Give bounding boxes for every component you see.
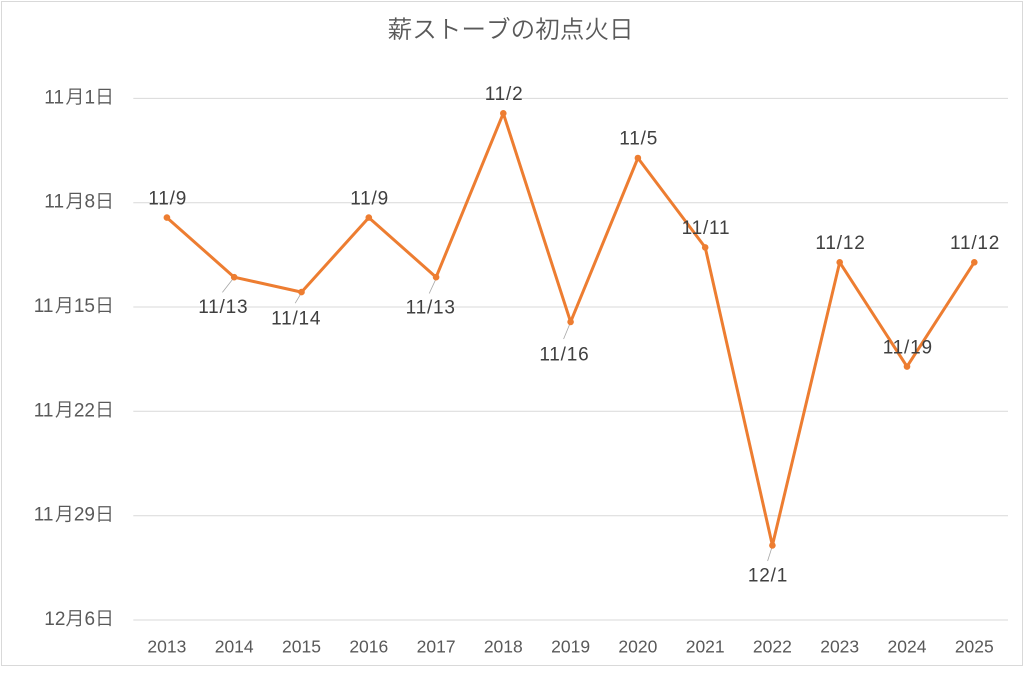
svg-text:11/11: 11/11 [682, 218, 731, 239]
svg-text:11/16: 11/16 [539, 344, 589, 365]
svg-text:11: 11 [34, 296, 54, 317]
svg-text:2014: 2014 [215, 637, 254, 657]
svg-text:12/1: 12/1 [748, 565, 788, 586]
svg-text:8: 8 [84, 192, 95, 213]
svg-text:2013: 2013 [147, 637, 186, 657]
svg-text:2021: 2021 [686, 637, 725, 657]
svg-text:2024: 2024 [888, 637, 927, 657]
svg-text:12: 12 [44, 609, 65, 630]
svg-text:2018: 2018 [484, 637, 523, 657]
svg-text:2019: 2019 [551, 637, 590, 657]
svg-text:2020: 2020 [618, 637, 657, 657]
svg-text:2023: 2023 [820, 637, 859, 657]
svg-text:11/13: 11/13 [198, 297, 248, 318]
svg-text:11/12: 11/12 [950, 233, 1000, 254]
svg-text:11/19: 11/19 [883, 337, 933, 358]
svg-text:11: 11 [34, 400, 54, 421]
svg-text:15: 15 [74, 296, 95, 317]
svg-text:1: 1 [84, 87, 95, 108]
svg-text:2017: 2017 [417, 637, 456, 657]
svg-text:6: 6 [84, 609, 95, 630]
svg-text:11/5: 11/5 [619, 129, 658, 150]
svg-text:11/12: 11/12 [815, 233, 865, 254]
svg-text:11: 11 [44, 192, 64, 213]
svg-text:11/13: 11/13 [406, 297, 456, 318]
svg-text:11/9: 11/9 [350, 188, 389, 209]
svg-text:11/9: 11/9 [148, 188, 187, 209]
svg-text:11: 11 [34, 505, 54, 526]
svg-text:2022: 2022 [753, 637, 792, 657]
svg-text:11/14: 11/14 [271, 309, 321, 330]
svg-text:22: 22 [74, 400, 95, 421]
svg-text:2025: 2025 [955, 637, 994, 657]
svg-text:11/2: 11/2 [485, 84, 524, 105]
svg-text:11: 11 [44, 87, 64, 108]
svg-text:2016: 2016 [349, 637, 388, 657]
svg-text:29: 29 [74, 505, 95, 526]
svg-text:2015: 2015 [282, 637, 321, 657]
